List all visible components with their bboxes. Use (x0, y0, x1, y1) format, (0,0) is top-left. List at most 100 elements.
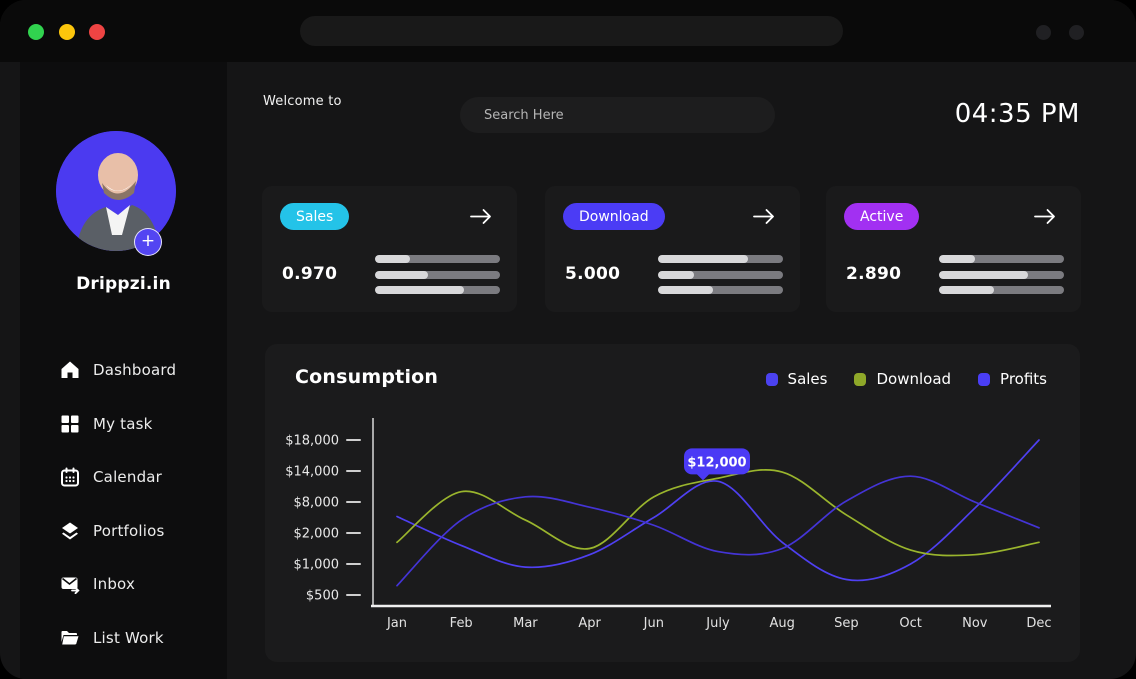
legend-label: Profits (1000, 370, 1047, 388)
traffic-light-red-icon[interactable] (89, 24, 105, 40)
consumption-chart-card: Consumption Sales Download Profits $18,0… (265, 344, 1080, 662)
stat-card-active: Active 2.890 (826, 186, 1081, 312)
sidebar-item-label: Calendar (93, 468, 163, 486)
clock: 04:35 PM (954, 99, 1080, 129)
legend-label: Sales (787, 370, 828, 388)
sidebar: + Drippzi.in Dashboard My task (20, 62, 227, 679)
progress-bar (939, 270, 1064, 279)
legend-item-profits[interactable]: Profits (978, 370, 1047, 388)
progress-bar (939, 286, 1064, 294)
stat-card-download: Download 5.000 (545, 186, 800, 312)
progress-bar (375, 270, 500, 279)
progress-bar-fill (658, 286, 713, 294)
y-tick-label: $8,000 (294, 496, 340, 511)
progress-bar-fill (375, 270, 428, 279)
x-tick-label: Sep (834, 616, 859, 631)
series-line-download[interactable] (396, 469, 1040, 557)
x-tick-label: Aug (770, 616, 795, 631)
progress-bar-fill (658, 255, 748, 263)
chart-tooltip: $12,000 (684, 448, 750, 481)
progress-bar (939, 255, 1064, 263)
inbox-icon (60, 574, 80, 595)
tooltip-value: $12,000 (687, 455, 746, 470)
progress-bar-fill (939, 286, 994, 294)
x-tick-label: July (705, 616, 730, 631)
avatar[interactable] (56, 131, 176, 251)
progress-bar-fill (939, 270, 1028, 279)
chart-legend: Sales Download Profits (765, 370, 1047, 388)
sidebar-item-dashboard[interactable]: Dashboard (60, 360, 217, 380)
progress-bar-fill (375, 255, 410, 263)
progress-bar-fill (375, 286, 464, 294)
line-chart[interactable]: $18,000 $14,000 $8,000 $2,000 $1,000 $500 Jan F… (265, 404, 1080, 662)
progress-bar (658, 255, 783, 263)
search-input[interactable] (460, 97, 775, 133)
avatar-portrait (56, 131, 176, 251)
stat-progress-bars (658, 255, 783, 302)
sidebar-item-label: List Work (93, 628, 164, 647)
legend-label: Download (876, 370, 952, 388)
arrow-right-icon[interactable] (752, 208, 776, 225)
legend-item-sales[interactable]: Sales (765, 370, 828, 388)
stat-progress-bars (939, 255, 1064, 302)
sidebar-item-label: Inbox (93, 575, 136, 593)
x-tick-label: Jun (643, 616, 664, 631)
legend-dot-icon (765, 372, 778, 386)
stat-value: 2.890 (846, 264, 902, 284)
welcome-text: Welcome to (263, 94, 342, 109)
progress-bar (375, 286, 500, 294)
legend-item-download[interactable]: Download (854, 370, 951, 388)
address-bar[interactable] (300, 16, 843, 46)
folder-icon (60, 628, 80, 648)
progress-bar (658, 270, 783, 279)
y-tick-label: $2,000 (294, 527, 340, 542)
stat-tag[interactable]: Download (563, 203, 665, 230)
x-tick-label: Jan (386, 616, 407, 631)
sidebar-item-label: My task (93, 414, 153, 433)
y-tick-label: $14,000 (285, 465, 339, 480)
sidebar-item-label: Portfolios (93, 521, 165, 540)
series-line-profits[interactable] (396, 475, 1040, 587)
window-option-dot-icon[interactable] (1069, 25, 1084, 40)
progress-bar-fill (939, 255, 976, 263)
progress-bar (658, 286, 783, 294)
x-tick-label: Feb (450, 616, 473, 631)
add-profile-button[interactable]: + (134, 228, 162, 256)
x-tick-label: Oct (899, 616, 921, 631)
chart-title: Consumption (295, 366, 439, 388)
stat-progress-bars (375, 255, 500, 302)
grid-icon (60, 414, 80, 434)
calendar-icon (60, 467, 80, 487)
sidebar-item-my-task[interactable]: My task (60, 414, 217, 434)
stat-tag[interactable]: Active (844, 203, 920, 230)
traffic-light-green-icon[interactable] (28, 24, 44, 40)
series-line-sales[interactable] (396, 439, 1040, 582)
stat-value: 5.000 (565, 264, 621, 284)
window-option-dot-icon[interactable] (1036, 25, 1051, 40)
x-tick-label: Dec (1026, 616, 1051, 631)
title-bar (0, 0, 1136, 62)
x-tick-label: Mar (513, 616, 538, 631)
sidebar-item-inbox[interactable]: Inbox (60, 574, 217, 595)
y-tick-label: $500 (306, 589, 339, 604)
y-tick-label: $18,000 (285, 434, 339, 449)
arrow-right-icon[interactable] (469, 208, 493, 225)
legend-dot-icon (854, 372, 867, 386)
profile-name: Drippzi.in (76, 274, 171, 294)
stat-value: 0.970 (282, 264, 338, 284)
stat-card-sales: Sales 0.970 (262, 186, 517, 312)
sidebar-item-portfolios[interactable]: Portfolios (60, 521, 217, 541)
y-tick-label: $1,000 (294, 558, 340, 573)
stat-tag[interactable]: Sales (280, 203, 350, 230)
traffic-light-yellow-icon[interactable] (59, 24, 75, 40)
progress-bar (375, 255, 500, 263)
sidebar-item-calendar[interactable]: Calendar (60, 467, 217, 487)
sidebar-item-list-work[interactable]: List Work (60, 628, 217, 648)
legend-dot-icon (978, 372, 991, 386)
x-tick-label: Apr (578, 616, 601, 631)
home-icon (60, 360, 80, 380)
sidebar-nav: Dashboard My task (60, 360, 217, 679)
x-tick-label: Nov (962, 616, 988, 631)
arrow-right-icon[interactable] (1033, 208, 1057, 225)
